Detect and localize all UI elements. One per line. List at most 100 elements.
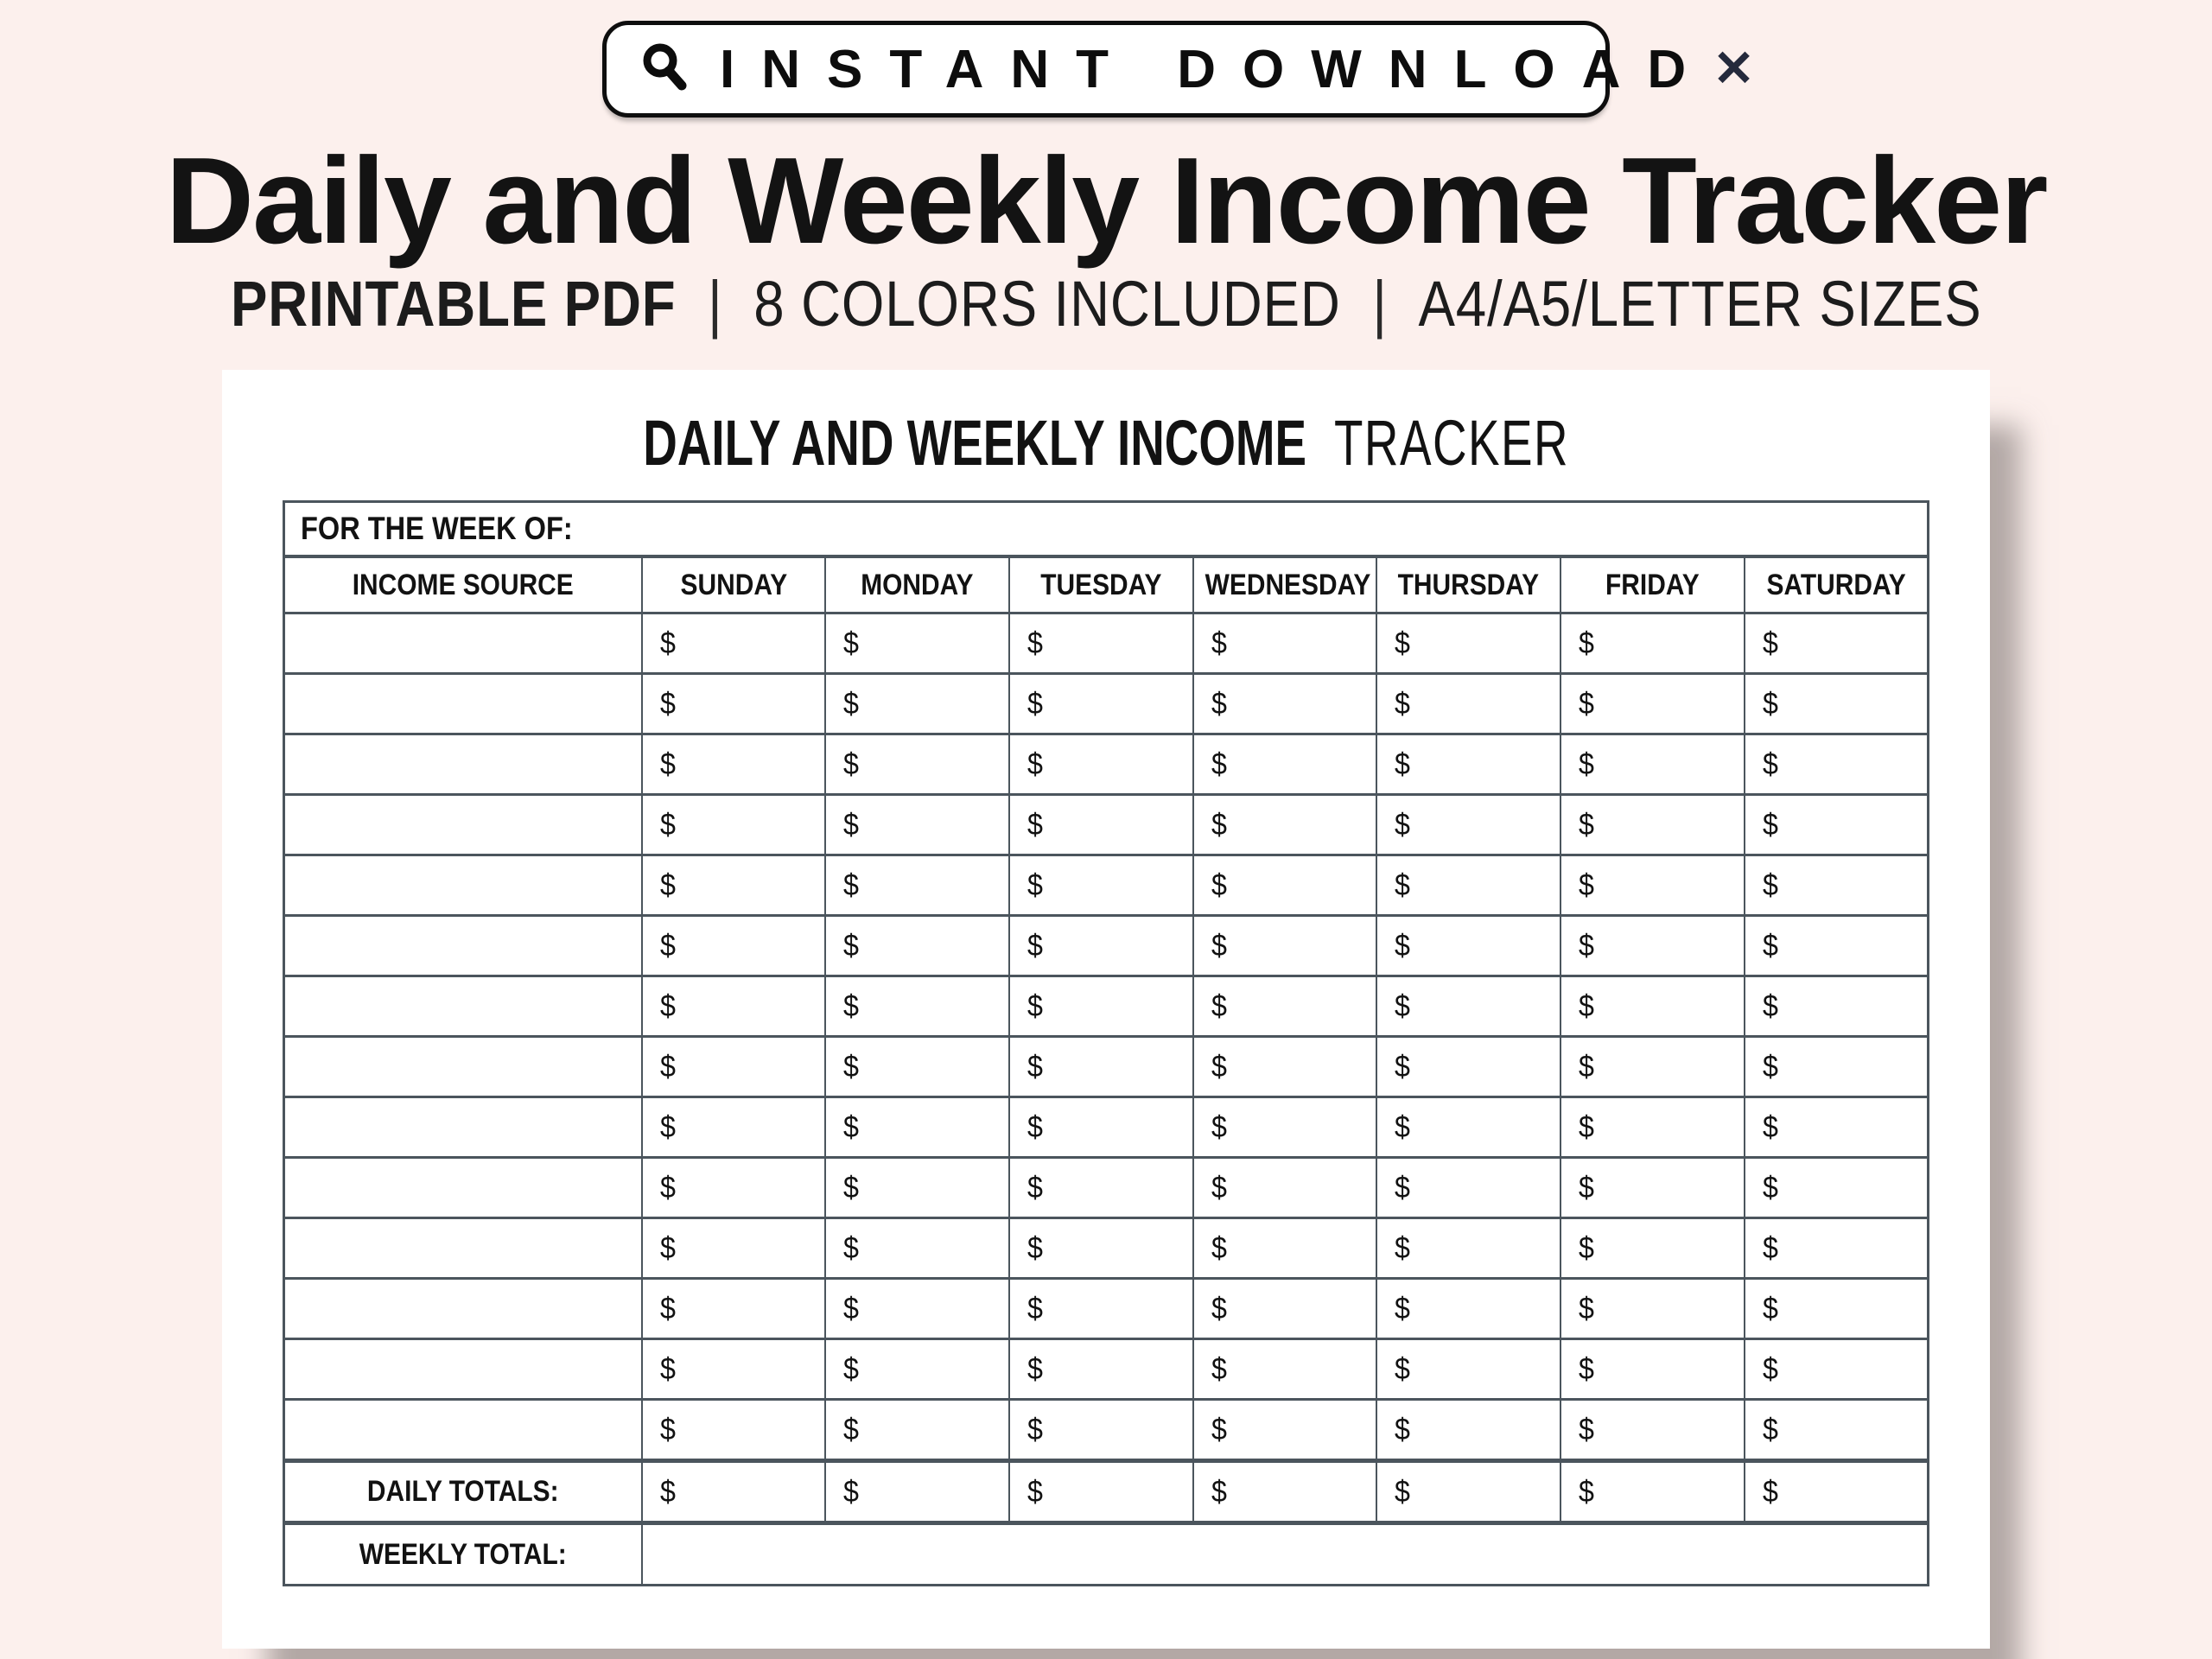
dollar-sign: $	[1027, 1351, 1043, 1386]
day-amount-cell: $	[1376, 1035, 1562, 1099]
day-amount-cell: $	[1192, 1156, 1378, 1220]
subtitle-segment-format: PRINTABLE PDF	[230, 268, 677, 340]
dollar-sign: $	[843, 1474, 860, 1509]
day-amount-cell: $	[1560, 975, 1745, 1039]
dollar-sign: $	[843, 686, 860, 721]
day-amount-cell: $	[1560, 1156, 1745, 1220]
daily-totals-row: DAILY TOTALS: $ $ $ $ $ $ $	[283, 1459, 1929, 1525]
dollar-sign: $	[843, 626, 860, 660]
day-amount-cell: $	[1007, 672, 1194, 736]
day-amount-cell: $	[824, 1156, 1010, 1220]
subtitle-segment-sizes: A4/A5/LETTER SIZES	[1418, 268, 1982, 340]
day-amount-cell: $	[1007, 733, 1194, 797]
paper-mockup: DAILY AND WEEKLY INCOME TRACKER FOR THE …	[222, 370, 1990, 1649]
column-header-label: MONDAY	[861, 568, 974, 601]
dollar-sign: $	[843, 988, 860, 1023]
day-amount-cell: $	[1560, 1338, 1745, 1402]
day-amount-cell: $	[1743, 793, 1929, 857]
day-amount-cell: $	[1560, 1398, 1745, 1463]
dollar-sign: $	[1211, 1351, 1227, 1386]
column-header-row: INCOME SOURCE SUNDAY MONDAY TUESDAY WEDNESDA…	[283, 555, 1929, 615]
income-row: $ $ $ $ $ $ $	[283, 672, 1929, 736]
subtitle-separator: |	[1372, 268, 1387, 340]
income-row: $ $ $ $ $ $ $	[283, 1156, 1929, 1220]
day-amount-cell: $	[1192, 1338, 1378, 1402]
dollar-sign: $	[1579, 747, 1594, 781]
search-icon	[638, 40, 693, 99]
income-source-cell	[283, 914, 643, 978]
income-row: $ $ $ $ $ $ $	[283, 975, 1929, 1039]
dollar-sign: $	[1211, 747, 1227, 781]
weekly-total-label-cell: WEEKLY TOTAL:	[283, 1521, 643, 1587]
income-row: $ $ $ $ $ $ $	[283, 914, 1929, 978]
income-source-cell	[283, 1096, 643, 1160]
income-row: $ $ $ $ $ $ $	[283, 1096, 1929, 1160]
dollar-sign: $	[1395, 1230, 1411, 1265]
income-row: $ $ $ $ $ $ $	[283, 1035, 1929, 1099]
dollar-sign: $	[1762, 988, 1778, 1023]
income-source-cell	[283, 1035, 643, 1099]
day-amount-cell: $	[640, 975, 827, 1039]
dollar-sign: $	[1762, 1230, 1778, 1265]
day-amount-cell: $	[1192, 793, 1378, 857]
daily-total-amount-cell: $	[1560, 1459, 1745, 1525]
day-amount-cell: $	[1743, 672, 1929, 736]
day-amount-cell: $	[1376, 612, 1562, 676]
dollar-sign: $	[659, 928, 676, 963]
day-amount-cell: $	[1376, 1277, 1562, 1341]
dollar-sign: $	[1579, 1474, 1594, 1509]
column-header-label: SATURDAY	[1766, 568, 1906, 601]
day-amount-cell: $	[1007, 1277, 1194, 1341]
day-amount-cell: $	[1192, 612, 1378, 676]
income-row: $ $ $ $ $ $ $	[283, 1338, 1929, 1402]
day-amount-cell: $	[1007, 914, 1194, 978]
dollar-sign: $	[659, 686, 676, 721]
day-amount-cell: $	[824, 1398, 1010, 1463]
column-header-sunday: SUNDAY	[640, 555, 827, 615]
column-header-label: WEDNESDAY	[1205, 568, 1371, 601]
dollar-sign: $	[1395, 1412, 1411, 1446]
dollar-sign: $	[843, 1109, 860, 1144]
dollar-sign: $	[1211, 1412, 1227, 1446]
day-amount-cell: $	[1560, 1277, 1745, 1341]
day-amount-cell: $	[640, 612, 827, 676]
dollar-sign: $	[1211, 868, 1227, 902]
column-header-label: THURSDAY	[1397, 568, 1540, 601]
day-amount-cell: $	[824, 1338, 1010, 1402]
income-source-cell	[283, 975, 643, 1039]
day-amount-cell: $	[1007, 1217, 1194, 1281]
weekly-total-label: WEEKLY TOTAL:	[359, 1537, 567, 1571]
daily-total-amount-cell: $	[1376, 1459, 1562, 1525]
column-header-label: TUESDAY	[1040, 568, 1162, 601]
dollar-sign: $	[843, 807, 860, 842]
day-amount-cell: $	[1376, 1398, 1562, 1463]
close-icon: ✕	[1713, 41, 1755, 97]
day-amount-cell: $	[824, 914, 1010, 978]
day-amount-cell: $	[1376, 733, 1562, 797]
dollar-sign: $	[843, 1170, 860, 1205]
income-source-cell	[283, 1217, 643, 1281]
day-amount-cell: $	[1743, 1277, 1929, 1341]
dollar-sign: $	[1579, 1291, 1594, 1325]
document-heading: DAILY AND WEEKLY INCOME TRACKER	[222, 370, 1990, 478]
weekly-total-row: WEEKLY TOTAL:	[283, 1521, 1929, 1587]
week-of-label: FOR THE WEEK OF:	[301, 511, 573, 547]
dollar-sign: $	[843, 928, 860, 963]
dollar-sign: $	[1762, 928, 1778, 963]
day-amount-cell: $	[1560, 1035, 1745, 1099]
day-amount-cell: $	[1376, 1096, 1562, 1160]
day-amount-cell: $	[1560, 914, 1745, 978]
dollar-sign: $	[659, 1351, 676, 1386]
dollar-sign: $	[1395, 1351, 1411, 1386]
day-amount-cell: $	[1743, 612, 1929, 676]
income-source-cell	[283, 733, 643, 797]
instant-download-badge: INSTANT DOWNLOAD ✕	[602, 21, 1755, 118]
day-amount-cell: $	[1007, 612, 1194, 676]
column-header-thursday: THURSDAY	[1376, 555, 1562, 615]
day-amount-cell: $	[824, 1096, 1010, 1160]
dollar-sign: $	[659, 1049, 676, 1084]
day-amount-cell: $	[824, 854, 1010, 918]
income-row: $ $ $ $ $ $ $	[283, 854, 1929, 918]
dollar-sign: $	[1762, 1412, 1778, 1446]
dollar-sign: $	[1762, 807, 1778, 842]
